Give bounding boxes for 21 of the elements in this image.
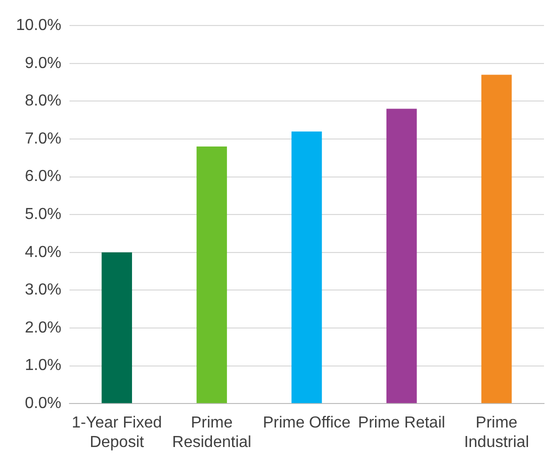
y-tick-label: 1.0%	[24, 357, 62, 374]
y-tick-label: 7.0%	[24, 130, 62, 148]
y-tick-label: 5.0%	[24, 206, 62, 224]
x-tick-label: Prime Retail	[358, 414, 446, 432]
y-tick-label: 10.0%	[16, 17, 62, 34]
y-tick-label: 6.0%	[24, 168, 62, 186]
y-tick-label: 0.0%	[24, 395, 62, 412]
y-tick-label: 2.0%	[24, 319, 62, 336]
y-tick-label: 3.0%	[24, 282, 62, 299]
bar	[196, 146, 227, 404]
x-tick-label: 1-Year Fixed Deposit	[72, 414, 162, 451]
x-tick-label: Prime Office	[262, 414, 351, 432]
x-tick-label: Prime Residential	[172, 414, 252, 451]
x-tick-label: Prime Industrial	[464, 414, 529, 451]
bar	[386, 108, 417, 404]
y-tick-label: 9.0%	[24, 54, 62, 72]
y-tick-label: 8.0%	[24, 92, 62, 110]
y-tick-label: 4.0%	[24, 244, 62, 261]
bar	[102, 252, 132, 404]
bar	[291, 131, 322, 404]
bar	[481, 74, 512, 404]
